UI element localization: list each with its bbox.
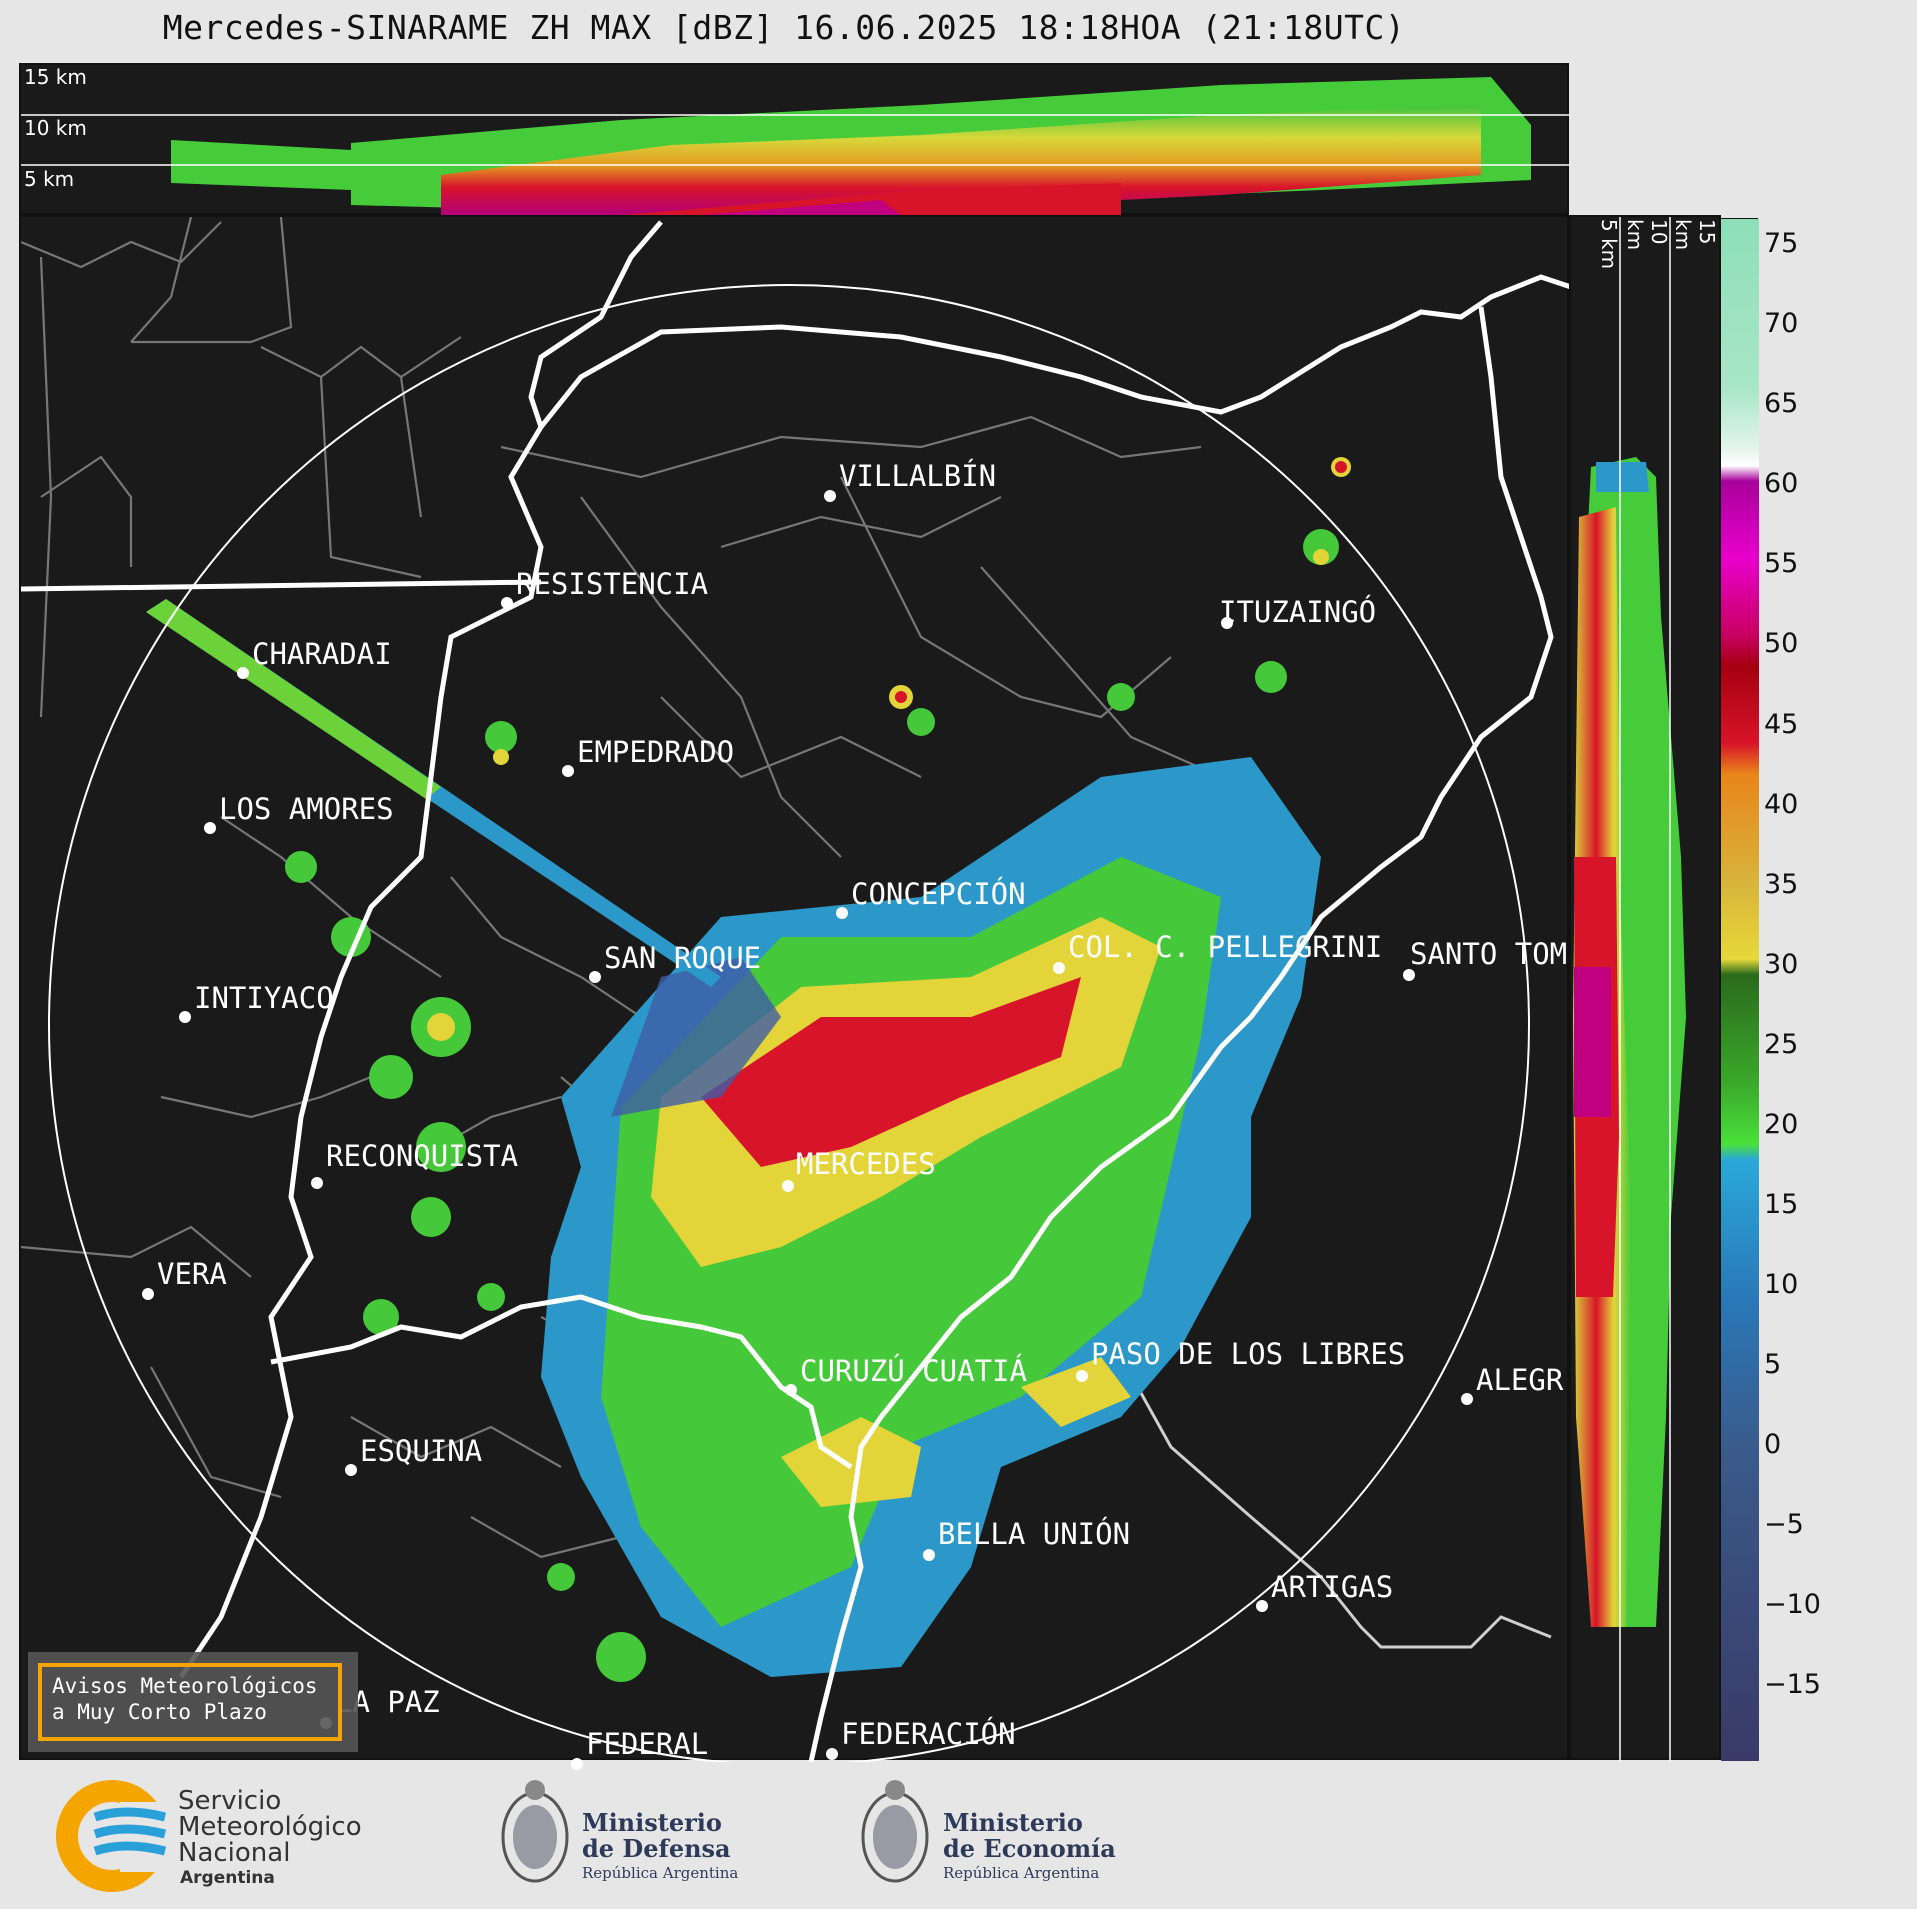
city-dot-santo-tome (1403, 969, 1415, 981)
warning-line-2: a Muy Corto Plazo (52, 1700, 267, 1724)
top-cross-section-panel: 15 km 10 km 5 km (19, 63, 1571, 215)
range-circle (48, 284, 1530, 1762)
colorbar-tick-minus5: −5 (1764, 1509, 1804, 1540)
defensa-line2: de Defensa (582, 1834, 731, 1863)
city-label-alegrete: ALEGR (1476, 1363, 1564, 1397)
colorbar-tick-50: 50 (1764, 628, 1799, 659)
city-dot-reconquista (311, 1177, 323, 1189)
city-dot-artigas (1256, 1600, 1268, 1612)
defensa-line3: República Argentina (582, 1864, 739, 1882)
colorbar-tick-40: 40 (1764, 789, 1799, 820)
smn-line1: Servicio (178, 1786, 282, 1816)
dbz-colorbar (1720, 218, 1759, 1761)
city-dot-ituzaingo (1221, 617, 1233, 629)
side-cross-section-panel: 5 km 10 km 15 km (1569, 215, 1721, 1762)
city-dot-paso-de-los-libres (1076, 1370, 1088, 1382)
page-title: Mercedes-SINARAME ZH MAX [dBZ] 16.06.202… (162, 8, 1406, 47)
city-dot-federal (571, 1758, 583, 1770)
warning-line-1: Avisos Meteorológicos (52, 1674, 318, 1698)
defensa-shield-icon (501, 1780, 569, 1883)
city-dot-alegrete (1461, 1393, 1473, 1405)
city-dot-federacion (826, 1748, 838, 1760)
city-label-bella-union: BELLA UNIÓN (938, 1517, 1131, 1551)
city-dot-mercedes (782, 1180, 794, 1192)
colorbar-tick-minus10: −10 (1764, 1589, 1821, 1620)
city-label-empedrado: EMPEDRADO (577, 735, 735, 769)
colorbar-tick-30: 30 (1764, 949, 1799, 980)
city-label-santo-tome: SANTO TOM (1410, 937, 1568, 971)
city-dot-vera (142, 1288, 154, 1300)
city-dot-los-amores (204, 822, 216, 834)
city-label-esquina: ESQUINA (360, 1434, 483, 1468)
city-dot-resistencia (501, 597, 513, 609)
economia-line3: República Argentina (943, 1864, 1100, 1882)
colorbar-gradient (1721, 219, 1759, 1761)
colorbar-tick-75: 75 (1764, 228, 1799, 259)
warning-box-background (28, 1652, 358, 1752)
colorbar-tick-0: 0 (1764, 1429, 1782, 1460)
city-dot-charadai (237, 667, 249, 679)
top-cross-section-echoes (21, 77, 1571, 215)
city-label-curuzu-cuatia: CURUZÚ CUATIÁ (800, 1354, 1027, 1388)
smn-logo-icon (56, 1780, 170, 1892)
colorbar-tick-45: 45 (1764, 709, 1799, 740)
colorbar-tick-25: 25 (1764, 1029, 1799, 1060)
economia-line2: de Economía (943, 1834, 1116, 1863)
city-label-mercedes: MERCEDES (796, 1147, 936, 1181)
defensa-line1: Ministerio (582, 1808, 722, 1837)
altitude-label-15km: 15 km (24, 65, 87, 89)
city-dot-san-roque (589, 971, 601, 983)
side-cross-section-echoes (1573, 217, 1686, 1762)
city-dot-villalbin (824, 490, 836, 502)
radar-echoes (146, 457, 1351, 1682)
city-label-col-c-pellegrini: COL. C. PELLEGRINI (1068, 930, 1383, 964)
smn-line4: Argentina (180, 1868, 275, 1888)
colorbar-tick-20: 20 (1764, 1109, 1799, 1140)
smn-line3: Nacional (178, 1838, 291, 1868)
city-dot-curuzu-cuatia (785, 1384, 797, 1396)
city-label-charadai: CHARADAI (252, 637, 392, 671)
radar-map-graphics (21, 217, 1571, 1762)
altitude-label-10km: 10 km (24, 116, 87, 140)
city-label-paso-de-los-libres: PASO DE LOS LIBRES (1091, 1337, 1406, 1371)
city-label-san-roque: SAN ROQUE (604, 941, 762, 975)
economia-shield-icon (861, 1780, 929, 1883)
city-dot-concepcion (836, 907, 848, 919)
side-label-10km: 10 km (1623, 219, 1671, 251)
city-label-ituzaingo: ITUZAINGÓ (1219, 595, 1377, 629)
altitude-label-5km: 5 km (24, 167, 75, 191)
city-label-los-amores: LOS AMORES (219, 792, 394, 826)
warning-box[interactable]: Avisos Meteorológicos a Muy Corto Plazo (38, 1663, 342, 1741)
colorbar-tick-35: 35 (1764, 869, 1799, 900)
colorbar-tick-55: 55 (1764, 548, 1799, 579)
colorbar-tick-65: 65 (1764, 388, 1799, 419)
city-dot-col-c-pellegrini (1053, 962, 1065, 974)
side-label-5km: 5 km (1597, 219, 1621, 270)
city-label-vera: VERA (157, 1257, 227, 1291)
city-dot-empedrado (562, 765, 574, 777)
colorbar-tick-70: 70 (1764, 308, 1799, 339)
city-label-artigas: ARTIGAS (1271, 1570, 1394, 1604)
city-label-resistencia: RESISTENCIA (516, 567, 709, 601)
rivers (21, 220, 1571, 1762)
colorbar-tick-minus15: −15 (1764, 1669, 1821, 1700)
city-dot-bella-union (923, 1549, 935, 1561)
economia-line1: Ministerio (943, 1808, 1083, 1837)
footer: Servicio Meteorológico Nacional Argentin… (0, 1762, 1917, 1909)
radar-map: VILLALBÍN RESISTENCIA CHARADAI ITUZAINGÓ… (19, 215, 1571, 1770)
city-label-concepcion: CONCEPCIÓN (851, 877, 1026, 911)
city-dot-intiyaco (179, 1011, 191, 1023)
city-label-federal: FEDERAL (586, 1727, 709, 1761)
city-dot-esquina (345, 1464, 357, 1476)
colorbar-tick-15: 15 (1764, 1189, 1799, 1220)
colorbar-tick-5: 5 (1764, 1349, 1782, 1380)
city-label-villalbin: VILLALBÍN (839, 459, 997, 493)
side-label-15km: 15 km (1671, 219, 1719, 251)
city-label-reconquista: RECONQUISTA (326, 1139, 519, 1173)
smn-line2: Meteorológico (178, 1812, 362, 1842)
colorbar-tick-10: 10 (1764, 1269, 1799, 1300)
city-label-intiyaco: INTIYACO (194, 981, 334, 1015)
city-label-federacion: FEDERACIÓN (841, 1717, 1016, 1751)
colorbar-tick-60: 60 (1764, 468, 1799, 499)
